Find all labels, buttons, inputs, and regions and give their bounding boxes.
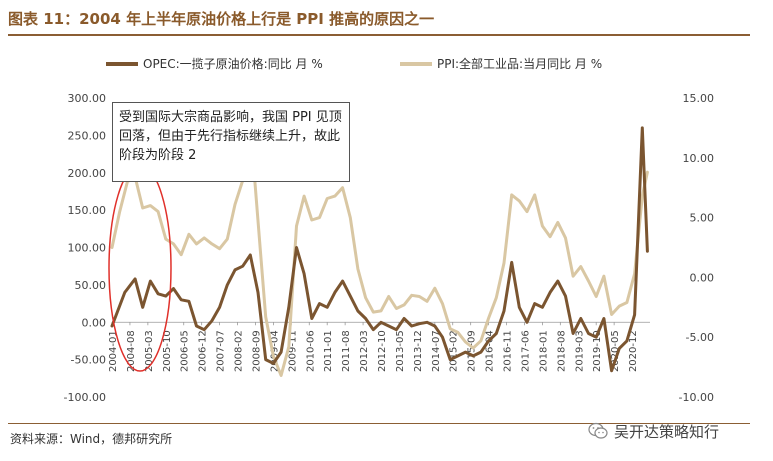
- page-title: 图表 11：2004 年上半年原油价格上行是 PPI 推高的原因之一: [8, 10, 435, 28]
- title-rule: [8, 34, 750, 36]
- x-tick-22: 2016-11: [503, 330, 514, 372]
- x-tick-12: 2011-01: [323, 330, 334, 372]
- x-tick-11: 2010-06: [305, 330, 316, 372]
- x-tick-4: 2006-05: [180, 330, 191, 372]
- x-tick-10: 2009-11: [287, 330, 298, 372]
- legend-label-0: OPEC:一揽子原油价格:同比 月 %: [143, 56, 323, 71]
- y-left-tick-3: 50.00: [75, 279, 107, 292]
- source-note: 资料来源：Wind，德邦研究所: [10, 432, 173, 446]
- x-tick-8: 2008-09: [251, 330, 262, 372]
- y-left-tick-8: 300.00: [68, 92, 107, 105]
- bottom-rule: [8, 423, 750, 424]
- legend-label-1: PPI:全部工业品:当月同比 月 %: [437, 56, 602, 71]
- x-tick-25: 2018-08: [556, 330, 567, 372]
- x-tick-3: 2005-10: [162, 330, 173, 372]
- y-left-tick-5: 150.00: [68, 204, 107, 217]
- watermark-text: 吴开达策略知行: [614, 422, 720, 441]
- x-tick-18: 2014-07: [431, 330, 442, 372]
- x-tick-15: 2012-10: [377, 330, 388, 372]
- x-tick-0: 2004-01: [108, 330, 119, 372]
- legend: OPEC:一揽子原油价格:同比 月 % PPI:全部工业品:当月同比 月 %: [106, 56, 602, 71]
- y-right-tick-5: 15.00: [683, 92, 715, 105]
- x-tick-21: 2016-04: [485, 330, 496, 372]
- y-left-tick-2: 0.00: [82, 316, 107, 329]
- x-tick-23: 2017-06: [520, 330, 531, 372]
- x-tick-7: 2008-02: [234, 330, 245, 372]
- y-left-tick-6: 200.00: [68, 167, 107, 180]
- x-tick-16: 2013-05: [395, 330, 406, 372]
- y-right-tick-2: 0.00: [690, 271, 715, 284]
- y-right-tick-1: -5.00: [686, 331, 714, 344]
- x-tick-17: 2013-12: [413, 330, 424, 372]
- x-tick-20: 2015-09: [467, 330, 478, 372]
- y-left-tick-7: 250.00: [68, 129, 107, 142]
- x-tick-9: 2009-04: [269, 330, 280, 372]
- axes: -100.00 -50.00 0.00 50.00 100.00 150.00 200.00…: [64, 92, 714, 404]
- y-left-tick-4: 100.00: [68, 242, 107, 255]
- x-tick-2: 2005-03: [144, 330, 155, 372]
- series-line-1: [110, 155, 649, 377]
- x-tick-28: 2020-05: [610, 330, 621, 372]
- series-layer: [110, 126, 649, 377]
- y-left-tick-0: -100.00: [64, 391, 106, 404]
- y-right-tick-3: 5.00: [690, 212, 715, 225]
- x-tick-24: 2018-01: [538, 330, 549, 372]
- x-tick-6: 2007-07: [216, 330, 227, 372]
- y-left-tick-1: -50.00: [71, 354, 106, 367]
- x-tick-1: 2004-08: [126, 330, 137, 372]
- y-right-tick-4: 10.00: [683, 152, 715, 165]
- watermark: 吴开达策略知行: [588, 418, 763, 444]
- x-tick-13: 2011-08: [341, 330, 352, 372]
- y-right-tick-0: -10.00: [679, 391, 714, 404]
- x-tick-19: 2015-02: [449, 330, 460, 372]
- x-tick-26: 2019-03: [574, 330, 585, 372]
- series-line-0: [110, 126, 649, 373]
- x-tick-14: 2012-03: [359, 330, 370, 372]
- x-tick-27: 2019-10: [592, 330, 603, 372]
- wechat-icon: [588, 422, 608, 439]
- x-tick-5: 2006-12: [198, 330, 209, 372]
- x-tick-29: 2020-12: [628, 330, 639, 372]
- annotation-box: 受到国际大宗商品影响，我国 PPI 见顶回落，但由于先行指标继续上升，故此阶段为…: [112, 102, 350, 182]
